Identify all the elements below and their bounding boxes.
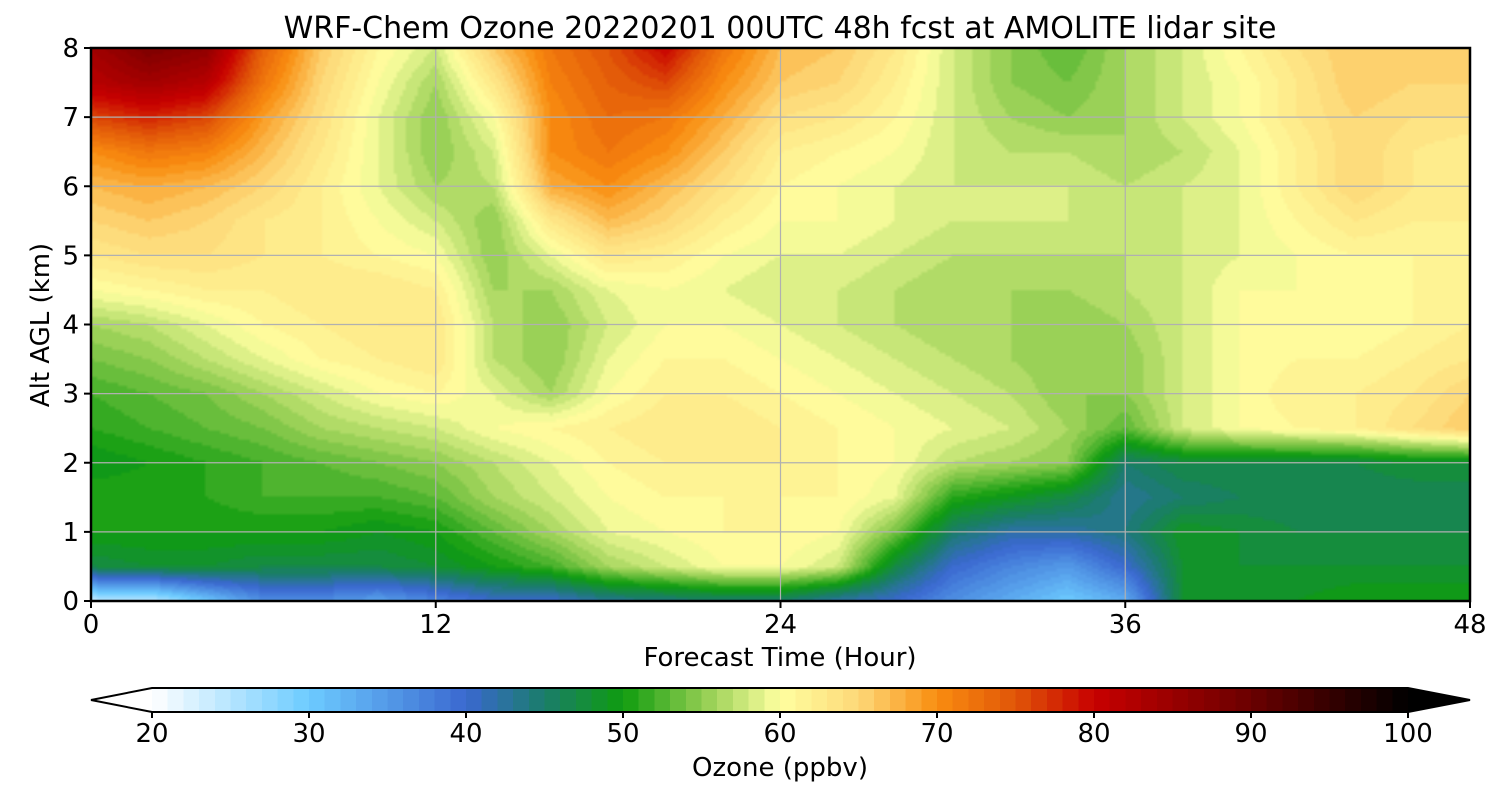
colorbar-tick-label: 100	[1383, 719, 1433, 749]
colorbar-tick-label: 80	[1077, 719, 1110, 749]
x-tick-label: 0	[83, 610, 100, 640]
x-tick-label: 12	[419, 610, 452, 640]
colorbar-tick-label: 20	[135, 719, 168, 749]
x-axis-ticks: 0 12 24 36 48	[83, 601, 1487, 640]
x-axis-label: Forecast Time (Hour)	[643, 643, 916, 673]
colorbar-body	[152, 688, 1408, 712]
y-tick-label: 2	[62, 449, 79, 479]
colorbar-low-extension	[91, 688, 152, 712]
colorbar: 20 30 40 50 60 70 80 90 100 Ozone (ppbv)	[90, 687, 1471, 783]
y-tick-label: 7	[62, 103, 79, 133]
chart-title: WRF-Chem Ozone 20220201 00UTC 48h fcst a…	[284, 11, 1277, 46]
colorbar-ticks: 20 30 40 50 60 70 80 90 100	[135, 712, 1433, 749]
x-tick-label: 24	[764, 610, 797, 640]
y-tick-label: 4	[62, 311, 79, 341]
y-axis-ticks: 0 1 2 3 4 5 6 7 8	[62, 34, 91, 617]
y-tick-label: 0	[62, 587, 79, 617]
colorbar-tick-label: 70	[920, 719, 953, 749]
colorbar-tick-label: 30	[292, 719, 325, 749]
y-tick-label: 8	[62, 34, 79, 64]
colorbar-tick-label: 50	[606, 719, 639, 749]
gridlines	[91, 48, 1470, 601]
y-tick-label: 5	[62, 241, 79, 271]
colorbar-high-extension	[1408, 688, 1470, 712]
y-axis-label: Alt AGL (km)	[26, 243, 56, 407]
x-tick-label: 36	[1109, 610, 1142, 640]
y-tick-label: 1	[62, 518, 79, 548]
y-tick-label: 6	[62, 172, 79, 202]
y-tick-label: 3	[62, 380, 79, 410]
colorbar-tick-label: 40	[449, 719, 482, 749]
colorbar-tick-label: 60	[763, 719, 796, 749]
colorbar-tick-label: 90	[1234, 719, 1267, 749]
colorbar-label: Ozone (ppbv)	[692, 753, 868, 783]
x-tick-label: 48	[1453, 610, 1486, 640]
